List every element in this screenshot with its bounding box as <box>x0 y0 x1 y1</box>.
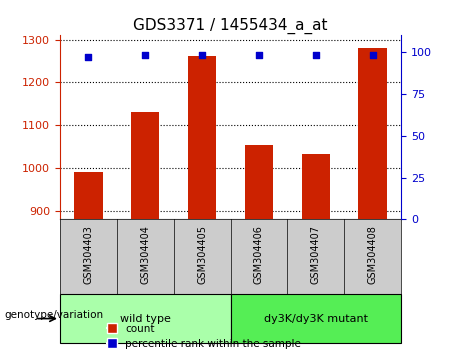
Text: GSM304406: GSM304406 <box>254 225 264 284</box>
Bar <box>74 172 102 219</box>
Point <box>142 53 149 58</box>
Point <box>85 54 92 60</box>
Point <box>312 53 319 58</box>
Point <box>198 53 206 58</box>
Bar <box>60 294 230 343</box>
Text: GSM304407: GSM304407 <box>311 225 321 284</box>
Text: GSM304408: GSM304408 <box>367 225 378 284</box>
Title: GDS3371 / 1455434_a_at: GDS3371 / 1455434_a_at <box>133 18 328 34</box>
Bar <box>230 294 401 343</box>
Bar <box>358 48 387 219</box>
Point <box>255 53 263 58</box>
Bar <box>301 154 330 219</box>
Text: GSM304404: GSM304404 <box>140 225 150 284</box>
Bar <box>131 113 160 219</box>
Text: GSM304405: GSM304405 <box>197 225 207 284</box>
Text: wild type: wild type <box>120 314 171 324</box>
Text: dy3K/dy3K mutant: dy3K/dy3K mutant <box>264 314 368 324</box>
Legend: count, percentile rank within the sample: count, percentile rank within the sample <box>106 324 301 349</box>
Text: genotype/variation: genotype/variation <box>5 310 104 320</box>
Point <box>369 53 376 58</box>
Bar <box>188 56 216 219</box>
Bar <box>245 144 273 219</box>
Text: GSM304403: GSM304403 <box>83 225 94 284</box>
